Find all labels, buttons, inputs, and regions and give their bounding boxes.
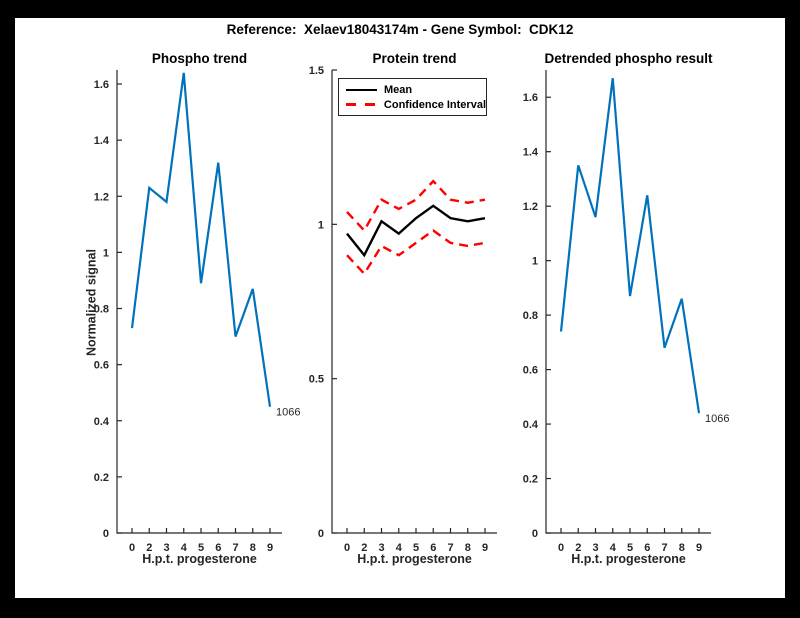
y-tick-label: 1 xyxy=(532,256,538,268)
x-tick-label: 5 xyxy=(413,542,419,554)
y-tick-label: 0.4 xyxy=(94,416,110,428)
x-tick-label: 4 xyxy=(610,542,617,554)
x-tick-label: 6 xyxy=(215,542,221,554)
x-tick-label: 2 xyxy=(575,542,581,554)
x-tick-label: 5 xyxy=(627,542,633,554)
detrended-phospho-title: Detrended phospho result xyxy=(544,51,713,66)
y-tick-label: 0.6 xyxy=(94,360,109,372)
y-tick-label: 0 xyxy=(103,528,109,540)
x-tick-label: 4 xyxy=(181,542,188,554)
x-tick-label: 3 xyxy=(378,542,384,554)
x-tick-label: 4 xyxy=(396,542,403,554)
y-tick-label: 1.6 xyxy=(523,92,538,104)
phospho-signal-line xyxy=(130,72,272,407)
y-tick-label: 0.2 xyxy=(94,472,109,484)
x-tick-label: 5 xyxy=(198,542,204,554)
confidence-interval-dash-swatch xyxy=(346,103,377,106)
protein-trend-title: Protein trend xyxy=(372,51,457,66)
legend-entry-confidence-interval: Confidence Interval xyxy=(346,99,486,111)
endpoint-annotation: 1066 xyxy=(276,407,300,419)
axes-spines xyxy=(331,70,497,534)
x-tick-label: 0 xyxy=(558,542,564,554)
y-tick-label: 0.6 xyxy=(523,365,538,377)
x-tick-label: 2 xyxy=(361,542,367,554)
y-tick-label: 1.4 xyxy=(94,135,110,147)
phospho-trend-title: Phospho trend xyxy=(151,51,248,66)
legend-label-mean: Mean xyxy=(384,83,413,96)
y-tick-label: 0.8 xyxy=(523,310,538,322)
confidence-interval-upper-line xyxy=(346,179,486,233)
endpoint-annotation: 1066 xyxy=(705,413,729,425)
x-tick-label: 2 xyxy=(146,542,152,554)
legend-label-confidence-interval: Confidence Interval xyxy=(383,98,486,111)
y-tick-label: 1.4 xyxy=(523,147,539,159)
x-tick-label: 0 xyxy=(129,542,135,554)
mean-line-swatch xyxy=(346,88,377,91)
x-tick-label: 8 xyxy=(679,542,685,554)
x-tick-label: 3 xyxy=(592,542,598,554)
y-tick-label: 0.5 xyxy=(309,374,324,386)
y-tick-label: 0 xyxy=(318,528,324,540)
detrended-phospho-signal-line xyxy=(559,78,701,414)
y-tick-label: 1.6 xyxy=(94,79,109,91)
y-tick-label: 0.4 xyxy=(523,419,539,431)
axes-spines xyxy=(116,70,282,534)
x-tick-label: 6 xyxy=(644,542,650,554)
x-tick-label: 7 xyxy=(447,542,453,554)
y-tick-label: 1.5 xyxy=(309,65,324,77)
x-tick-label: 3 xyxy=(163,542,169,554)
figure-canvas: Reference: Xelaev18043174m - Gene Symbol… xyxy=(15,18,785,598)
y-tick-label: 1 xyxy=(318,219,324,231)
y-tick-label: 1.2 xyxy=(94,191,109,203)
x-tick-label: 9 xyxy=(696,542,702,554)
x-tick-label: 9 xyxy=(482,542,488,554)
legend-box: Mean Confidence Interval xyxy=(338,78,487,116)
x-tick-label: 9 xyxy=(267,542,273,554)
y-tick-label: 1.2 xyxy=(523,201,538,213)
x-tick-label: 8 xyxy=(250,542,256,554)
y-tick-label: 0.8 xyxy=(94,304,109,316)
confidence-interval-lower-line xyxy=(346,229,486,276)
x-axis-label-phospho: H.p.t. progesterone xyxy=(142,552,257,566)
figure-title: Reference: Xelaev18043174m - Gene Symbol… xyxy=(226,22,574,37)
axes-spines xyxy=(545,70,711,534)
x-tick-label: 8 xyxy=(465,542,471,554)
mean-line xyxy=(346,204,486,258)
legend-entry-mean: Mean xyxy=(346,84,486,96)
y-tick-label: 0.2 xyxy=(523,474,538,486)
x-tick-label: 7 xyxy=(661,542,667,554)
protein-trend-plot: 00.511.50 2 3 4 5 6 7 8 9 xyxy=(309,65,497,554)
x-tick-label: 6 xyxy=(430,542,436,554)
y-tick-label: 1 xyxy=(103,247,109,259)
x-axis-label-detrended: H.p.t. progesterone xyxy=(571,552,686,566)
y-tick-label: 0 xyxy=(532,528,538,540)
x-axis-label-protein: H.p.t. progesterone xyxy=(357,552,472,566)
x-tick-label: 7 xyxy=(232,542,238,554)
x-tick-label: 0 xyxy=(344,542,350,554)
